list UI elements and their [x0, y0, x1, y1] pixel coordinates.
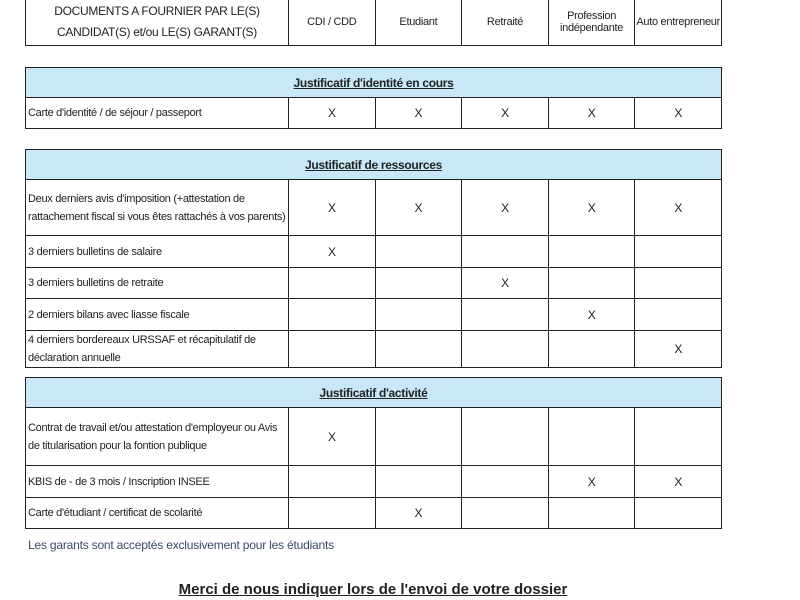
section-title: Justificatif d'identité en cours — [24, 67, 723, 98]
header-table: DOCUMENTS A FOURNIER PAR LE(S) CANDIDAT(… — [25, 0, 722, 46]
document-label: 3 derniers bulletins de salaire — [25, 235, 289, 268]
section-title: Justificatif de ressources — [25, 149, 722, 180]
requirement-mark — [374, 330, 463, 368]
column-cdi-cdd: CDI / CDD — [288, 0, 376, 46]
requirement-mark: X — [288, 97, 376, 129]
requirement-mark — [547, 267, 636, 299]
document-label: Carte d'identité / de séjour / passeport — [25, 97, 289, 129]
requirement-mark — [634, 407, 723, 466]
table-row: Carte d'identité / de séjour / passeport… — [25, 97, 723, 129]
requirement-mark: X — [461, 179, 549, 236]
document-label: Contrat de travail et/ou attestation d'e… — [25, 407, 289, 466]
requirement-mark — [288, 267, 376, 299]
requirement-mark — [288, 465, 376, 498]
section-title: Justificatif d'activité — [24, 377, 723, 408]
requirement-mark — [547, 330, 636, 368]
table-row: Deux derniers avis d'imposition (+attest… — [25, 179, 722, 236]
requirement-mark: X — [547, 179, 636, 236]
column-profession-independante: Profession indépendante — [547, 0, 636, 46]
document-label: 2 derniers bilans avec liasse fiscale — [25, 298, 289, 331]
column-auto-entrepreneur: Auto entrepreneur — [634, 0, 722, 46]
requirement-mark — [288, 298, 376, 331]
requirement-mark — [288, 330, 376, 368]
requirement-mark — [634, 235, 722, 268]
column-etudiant: Etudiant — [374, 0, 463, 46]
requirement-mark — [634, 298, 722, 331]
requirement-mark — [374, 465, 463, 498]
documents-header: DOCUMENTS A FOURNIER PAR LE(S) CANDIDAT(… — [25, 0, 289, 46]
document-label: 4 derniers bordereaux URSSAF et récapitu… — [25, 330, 289, 368]
requirement-mark — [374, 298, 463, 331]
document-label: KBIS de - de 3 mois / Inscription INSEE — [25, 465, 289, 498]
document-label: Carte d'étudiant / certificat de scolari… — [25, 497, 289, 529]
requirement-mark: X — [634, 465, 723, 498]
requirement-mark — [547, 497, 636, 529]
requirement-mark: X — [374, 179, 463, 236]
requirement-mark: X — [634, 97, 723, 129]
table-row: 2 derniers bilans avec liasse fiscale X — [25, 298, 722, 331]
table-row: 3 derniers bulletins de retraite X — [25, 267, 722, 299]
requirement-mark — [288, 497, 376, 529]
guarantor-note: Les garants sont acceptés exclusivement … — [28, 538, 334, 552]
requirement-mark: X — [288, 235, 376, 268]
table-row: Carte d'étudiant / certificat de scolari… — [25, 497, 723, 529]
requirement-mark: X — [547, 97, 636, 129]
requirement-mark — [461, 497, 549, 529]
requirement-mark — [461, 465, 549, 498]
requirement-mark: X — [547, 298, 636, 331]
requirement-mark — [461, 407, 549, 466]
requirement-mark — [547, 407, 636, 466]
table-row: Contrat de travail et/ou attestation d'e… — [25, 407, 723, 466]
requirement-mark — [374, 267, 463, 299]
table-row: 4 derniers bordereaux URSSAF et récapitu… — [25, 330, 722, 368]
table-row: 3 derniers bulletins de salaire X — [25, 235, 722, 268]
requirement-mark — [547, 235, 636, 268]
requirement-mark: X — [374, 97, 463, 129]
requirement-mark — [374, 235, 463, 268]
requirement-mark: X — [374, 497, 463, 529]
requirement-mark — [634, 497, 723, 529]
identity-section: Justificatif d'identité en cours Carte d'… — [24, 67, 723, 129]
requirement-mark: X — [288, 179, 376, 236]
requirement-mark: X — [547, 465, 636, 498]
activity-section: Justificatif d'activité Contrat de travai… — [24, 377, 723, 529]
requirement-mark: X — [634, 330, 722, 368]
footer-instruction: Merci de nous indiquer lors de l'envoi d… — [178, 581, 568, 598]
requirement-mark — [461, 298, 549, 331]
requirement-mark — [461, 235, 549, 268]
document-label: Deux derniers avis d'imposition (+attest… — [25, 179, 289, 236]
table-row: KBIS de - de 3 mois / Inscription INSEE X… — [25, 465, 723, 498]
document-label: 3 derniers bulletins de retraite — [25, 267, 289, 299]
requirement-mark — [374, 407, 463, 466]
requirement-mark: X — [461, 267, 549, 299]
requirement-mark: X — [634, 179, 722, 236]
requirement-mark — [634, 267, 722, 299]
resources-section: Justificatif de ressources Deux derniers … — [25, 149, 722, 368]
requirement-mark: X — [461, 97, 549, 129]
column-retraite: Retraité — [461, 0, 549, 46]
requirement-mark: X — [288, 407, 376, 466]
requirement-mark — [461, 330, 549, 368]
